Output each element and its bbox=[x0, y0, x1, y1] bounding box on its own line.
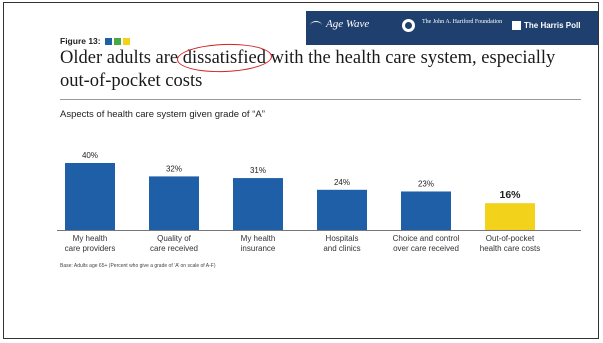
bar-2 bbox=[233, 178, 283, 230]
logo-hartford-foundation: The John A. Hartford Foundation bbox=[422, 19, 503, 25]
figure-square-yellow bbox=[123, 38, 130, 45]
figure-square-green bbox=[114, 38, 121, 45]
bar-4 bbox=[401, 191, 451, 230]
headline-circled-word: dissatisfied bbox=[182, 48, 267, 68]
harris-logo-icon bbox=[512, 21, 521, 30]
figure-square-blue bbox=[105, 38, 112, 45]
category-label-1-0: Quality of bbox=[157, 234, 192, 243]
wave-icon bbox=[310, 21, 322, 30]
category-label-2-1: insurance bbox=[241, 244, 276, 253]
bar-5 bbox=[485, 203, 535, 230]
category-label-5-0: Out-of-pocket bbox=[486, 234, 535, 243]
category-label-4-0: Choice and control bbox=[393, 234, 460, 243]
headline-after: with the health care system, especially … bbox=[60, 48, 556, 91]
category-label-3-0: Hospitals bbox=[326, 234, 359, 243]
category-label-0-0: My health bbox=[73, 234, 108, 243]
category-label-1-1: care received bbox=[150, 244, 198, 253]
logo-age-wave: Age Wave bbox=[326, 18, 370, 30]
figure-label: Figure 13: bbox=[60, 36, 130, 46]
category-label-2-0: My health bbox=[241, 234, 276, 243]
figure-label-text: Figure 13: bbox=[60, 36, 101, 46]
category-label-0-1: care providers bbox=[65, 244, 116, 253]
divider bbox=[60, 99, 581, 100]
value-label-2: 31% bbox=[250, 166, 266, 175]
seal-icon bbox=[402, 19, 415, 32]
bar-0 bbox=[65, 163, 115, 230]
chart-title: Aspects of health care system given grad… bbox=[60, 109, 265, 120]
value-label-1: 32% bbox=[166, 164, 182, 173]
headline: Older adults are dissatisfied with the h… bbox=[60, 47, 580, 93]
footnote: Base: Adults age 65+ (Percent who give a… bbox=[60, 263, 216, 269]
value-label-4: 23% bbox=[418, 179, 434, 188]
value-label-3: 24% bbox=[334, 178, 350, 187]
logo-banner: Age Wave The John A. Hartford Foundation… bbox=[306, 11, 598, 45]
headline-before: Older adults are bbox=[60, 48, 183, 68]
value-label-0: 40% bbox=[82, 151, 98, 160]
category-label-3-1: and clinics bbox=[323, 244, 360, 253]
bar-3 bbox=[317, 189, 367, 230]
value-label-5: 16% bbox=[499, 189, 521, 201]
bar-1 bbox=[149, 176, 199, 230]
logo-harris-poll: The Harris Poll bbox=[524, 21, 581, 30]
slide: Age Wave The John A. Hartford Foundation… bbox=[3, 2, 599, 339]
category-label-5-1: health care costs bbox=[480, 244, 540, 253]
category-label-4-1: over care received bbox=[393, 244, 459, 253]
